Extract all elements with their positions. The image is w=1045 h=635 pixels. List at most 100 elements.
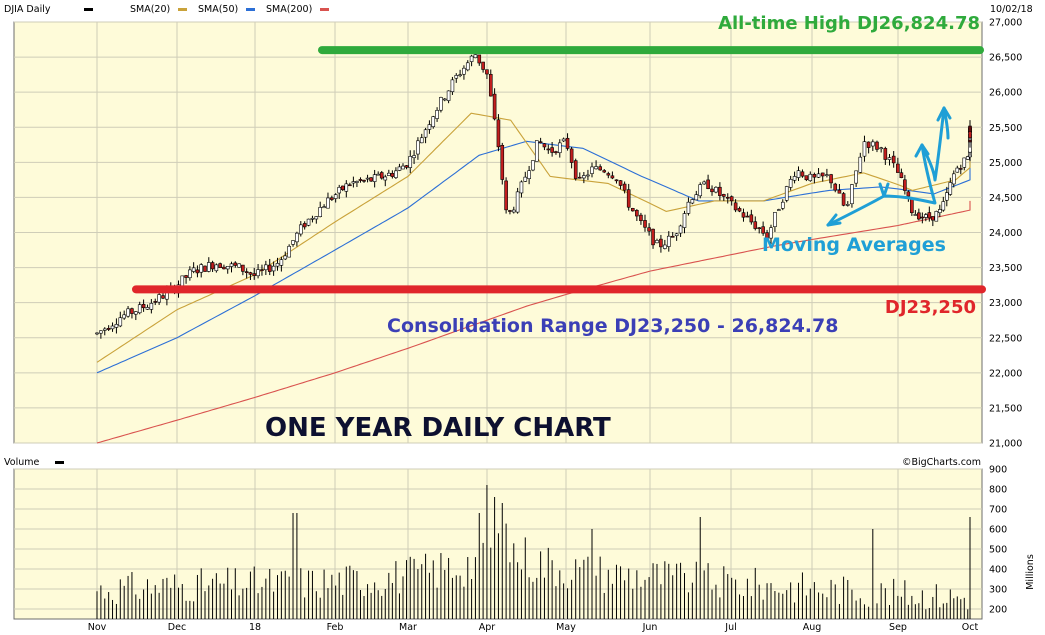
candle (594, 160, 598, 170)
x-tick-label: Jul (724, 622, 736, 633)
candle (439, 96, 443, 113)
candle (358, 177, 363, 183)
legend-sma50-swatch (246, 8, 255, 11)
price-tick-label: 24,000 (989, 228, 1022, 239)
candle (820, 172, 825, 182)
candle (920, 212, 925, 224)
candle (229, 261, 234, 273)
candle (401, 163, 405, 170)
candle (348, 182, 352, 187)
candle (614, 179, 619, 184)
candle (431, 115, 436, 129)
candle (741, 208, 746, 222)
candle (934, 210, 939, 222)
candle (871, 139, 875, 151)
candle (511, 206, 516, 214)
sma20-line (96, 112, 971, 363)
volume-axis: 900 800 700 600 500 400 300 200 (989, 465, 1007, 616)
candle (442, 98, 447, 102)
candle (706, 174, 710, 190)
candle (825, 168, 829, 178)
price-tick-label: 24,500 (989, 193, 1022, 204)
candle (542, 143, 547, 151)
candle (477, 54, 482, 66)
x-tick-label: Oct (962, 622, 979, 633)
chart-date: 10/02/18 (990, 4, 1033, 15)
x-axis: Nov Dec 18 Feb Mar Apr May Jun Jul Aug Sep Oct (88, 622, 979, 633)
candle (102, 327, 107, 336)
candle (565, 133, 570, 151)
candle (95, 332, 99, 336)
price-tick-label: 25,000 (989, 158, 1022, 169)
candle (397, 163, 402, 172)
candle (225, 266, 230, 274)
legend-sma200-swatch (320, 8, 329, 11)
candle (606, 171, 611, 179)
candle (702, 180, 706, 185)
candle (879, 146, 883, 153)
candle (845, 201, 850, 207)
candle (917, 208, 921, 221)
candle (188, 266, 192, 281)
candle (968, 125, 972, 140)
x-tick-label: May (556, 622, 576, 633)
candle (722, 193, 726, 201)
candle (110, 322, 115, 332)
price-tick-label: 22,500 (989, 333, 1022, 344)
candle (639, 212, 643, 225)
candle (769, 224, 773, 245)
candle (733, 199, 738, 213)
candle (626, 183, 631, 211)
candle (118, 311, 123, 328)
candle (796, 166, 801, 181)
candle (302, 221, 307, 230)
price-tick-label: 26,500 (989, 53, 1022, 64)
candle (523, 171, 528, 182)
candle (99, 330, 103, 339)
candle (647, 223, 651, 236)
candle (500, 142, 505, 185)
candle (710, 185, 714, 196)
legend-sma20-label: SMA(20) (130, 4, 170, 15)
candlesticks (95, 49, 972, 339)
candle (481, 61, 485, 73)
candle (622, 181, 627, 194)
candle (602, 168, 607, 174)
candle (883, 146, 888, 165)
candle (488, 69, 493, 97)
candle (423, 127, 428, 144)
candle (630, 207, 635, 212)
candle (573, 158, 578, 181)
candle (725, 193, 730, 204)
candle (355, 180, 359, 188)
candle (945, 186, 949, 207)
candle (962, 157, 967, 171)
candle (106, 325, 111, 332)
price-tick-label: 25,500 (989, 123, 1022, 134)
candle (379, 170, 384, 180)
candle (248, 271, 253, 280)
volume-tick-label: 200 (989, 605, 1007, 616)
candle (416, 137, 420, 160)
candle (557, 139, 562, 158)
all-time-high-label: All-time High DJ26,824.78 (718, 13, 980, 34)
candle (333, 193, 338, 203)
price-tick-label: 22,000 (989, 368, 1022, 379)
candle (241, 264, 245, 276)
candle (670, 232, 675, 238)
candle (314, 216, 319, 224)
chart-title: ONE YEAR DAILY CHART (265, 413, 611, 443)
candle (761, 221, 765, 236)
arrow-head-sma50 (914, 143, 930, 158)
candle (275, 257, 280, 271)
candle (531, 160, 535, 172)
candle (903, 174, 907, 195)
candle (663, 239, 667, 250)
candle (137, 301, 142, 315)
candle (295, 231, 299, 247)
candle (854, 170, 858, 187)
candle (326, 192, 330, 209)
candle (383, 174, 388, 187)
candle (252, 267, 257, 280)
